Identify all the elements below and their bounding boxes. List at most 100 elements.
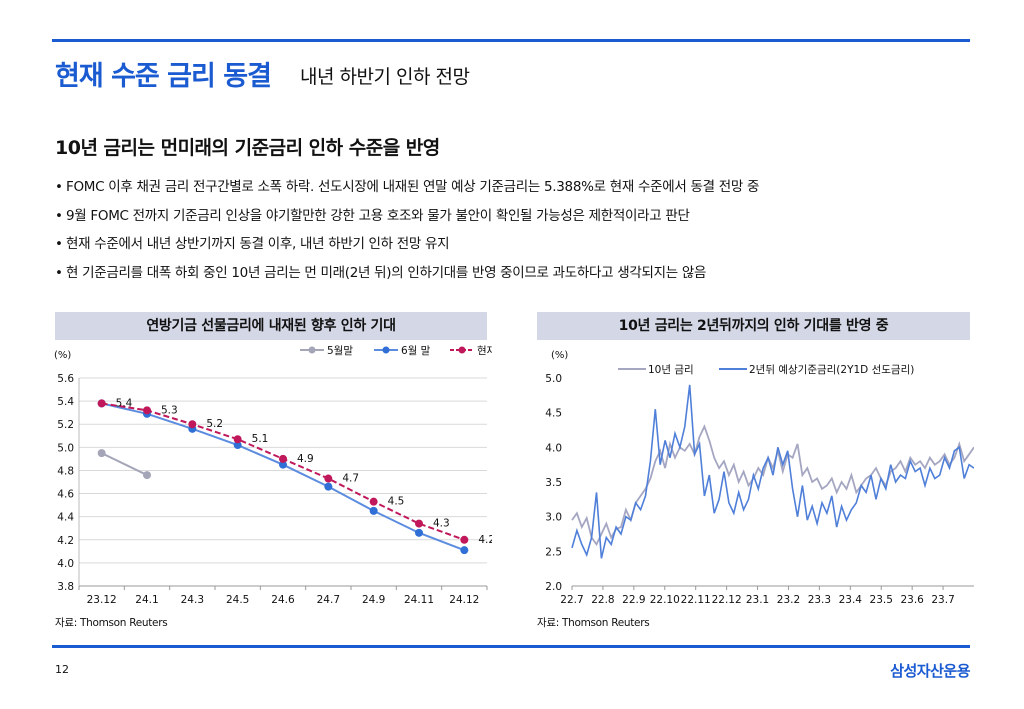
page-title: 현재 수준 금리 동결 bbox=[55, 61, 272, 92]
data-point bbox=[460, 535, 469, 544]
legend-label: 6월 말 bbox=[401, 345, 431, 357]
x-tick-label: 23.3 bbox=[808, 594, 831, 606]
ten-year-rate-chart: (%) 5.0 4.5 4.0 3.5 3.0 2.5 2.022.7 22.8 22.9 22.1… bbox=[545, 350, 974, 606]
legend-label: 5월말 bbox=[327, 345, 353, 357]
x-tick-label: 23.1 bbox=[746, 594, 769, 606]
legend-marker bbox=[382, 346, 390, 354]
x-tick-label: 24.3 bbox=[181, 594, 204, 606]
legend-marker bbox=[308, 346, 316, 354]
y-tick-label: 4.6 bbox=[57, 489, 74, 501]
data-label: 5.2 bbox=[206, 418, 223, 430]
data-label: 4.3 bbox=[433, 518, 450, 530]
series-line-1 bbox=[101, 402, 465, 552]
bullet-dot: • bbox=[55, 179, 63, 195]
series-line-1 bbox=[571, 384, 974, 559]
data-point bbox=[233, 441, 242, 450]
bullet-text: 현 기준금리를 대폭 하회 중인 10년 금리는 먼 미래(2년 뒤)의 인하기… bbox=[66, 264, 707, 281]
y-tick-label: 4.5 bbox=[545, 408, 562, 420]
y-tick-label: 5.0 bbox=[545, 373, 562, 385]
page-subtitle: 내년 하반기 인하 전망 bbox=[300, 66, 470, 88]
legend-label: 10년 금리 bbox=[648, 364, 694, 376]
left-chart-title: 연방기금 선물금리에 내재된 향후 인하 기대 bbox=[55, 312, 487, 340]
x-tick-label: 24.6 bbox=[271, 594, 295, 606]
data-label: 4.9 bbox=[297, 453, 314, 465]
x-tick-label: 24.11 bbox=[404, 594, 434, 606]
data-point bbox=[233, 435, 242, 444]
y-tick-label: 4.0 bbox=[57, 558, 74, 570]
bullet-item: • 9월 FOMC 전까지 기준금리 인상을 야기할만한 강한 고용 호조와 물가… bbox=[55, 207, 995, 236]
data-point bbox=[324, 474, 333, 483]
x-tick-label: 23.4 bbox=[839, 594, 863, 606]
y-tick-label: 2.0 bbox=[545, 581, 562, 593]
right-chart-source: 자료: Thomson Reuters bbox=[537, 617, 650, 629]
data-point bbox=[324, 482, 333, 491]
x-tick-label: 23.7 bbox=[931, 594, 954, 606]
data-label: 4.7 bbox=[342, 473, 359, 485]
data-label: 5.3 bbox=[161, 404, 178, 416]
section-heading: 10년 금리는 먼미래의 기준금리 인하 수준을 반영 bbox=[55, 137, 440, 159]
bullet-list: • FOMC 이후 채권 금리 전구간별로 소폭 하락. 선도시장에 내재된 연말… bbox=[55, 178, 995, 292]
y-tick-label: 2.5 bbox=[545, 546, 562, 558]
data-point bbox=[143, 406, 151, 415]
data-point bbox=[97, 449, 106, 458]
x-tick-label: 24.7 bbox=[317, 594, 340, 606]
data-point bbox=[415, 528, 423, 537]
data-point bbox=[369, 497, 378, 506]
bullet-item: • 현재 수준에서 내년 상반기까지 동결 이후, 내년 하반기 인하 전망 유지 bbox=[55, 235, 995, 264]
x-tick-label: 23.5 bbox=[870, 594, 893, 606]
y-tick-label: 4.0 bbox=[545, 442, 562, 454]
y-axis-unit: (%) bbox=[551, 350, 568, 361]
data-label: 4.2 bbox=[478, 534, 492, 546]
page-number: 12 bbox=[55, 663, 69, 676]
x-tick-label: 22.12 bbox=[712, 594, 742, 606]
data-point bbox=[279, 460, 287, 469]
x-tick-label: 23.2 bbox=[777, 594, 800, 606]
x-tick-label: 22.10 bbox=[650, 594, 680, 606]
bullet-item: • 현 기준금리를 대폭 하회 중인 10년 금리는 먼 미래(2년 뒤)의 인하… bbox=[55, 264, 995, 293]
x-tick-label: 23.12 bbox=[87, 594, 117, 606]
x-tick-label: 22.8 bbox=[591, 594, 614, 606]
bullet-dot: • bbox=[55, 236, 63, 252]
y-tick-label: 5.6 bbox=[57, 373, 74, 385]
data-point bbox=[415, 519, 423, 528]
x-tick-label: 24.9 bbox=[362, 594, 385, 606]
y-tick-label: 4.4 bbox=[57, 512, 74, 524]
legend-label: 현재 bbox=[477, 345, 492, 357]
data-point bbox=[97, 399, 106, 408]
y-tick-label: 4.8 bbox=[57, 465, 74, 477]
x-tick-label: 24.12 bbox=[449, 594, 479, 606]
series-line-0 bbox=[571, 424, 974, 547]
y-tick-label: 4.2 bbox=[57, 535, 74, 547]
x-tick-label: 24.1 bbox=[135, 594, 158, 606]
data-point bbox=[143, 471, 151, 480]
legend-marker bbox=[458, 346, 466, 354]
bullet-text: 현재 수준에서 내년 상반기까지 동결 이후, 내년 하반기 인하 전망 유지 bbox=[66, 236, 450, 252]
x-tick-label: 22.9 bbox=[622, 594, 645, 606]
bullet-item: • FOMC 이후 채권 금리 전구간별로 소폭 하락. 선도시장에 내재된 연말… bbox=[55, 178, 995, 207]
header-rule bbox=[52, 39, 970, 42]
y-tick-label: 5.0 bbox=[57, 442, 74, 454]
data-point bbox=[279, 454, 287, 463]
data-label: 4.5 bbox=[388, 496, 405, 508]
y-tick-label: 5.2 bbox=[57, 419, 74, 431]
y-tick-label: 3.5 bbox=[545, 477, 562, 489]
x-tick-label: 23.6 bbox=[900, 594, 924, 606]
fed-funds-futures-chart: (%) 5.6 5.4 5.2 5.0 4.8 4.6 4.4 4.2 4.0 3.8 23.12 24… bbox=[54, 345, 492, 606]
data-point bbox=[188, 420, 197, 429]
brand-logo-text: 삼성자산운용 bbox=[890, 662, 970, 680]
y-tick-label: 3.0 bbox=[545, 512, 562, 524]
y-tick-label: 3.8 bbox=[57, 581, 74, 593]
bullet-dot: • bbox=[55, 264, 63, 281]
data-point bbox=[369, 506, 378, 515]
right-chart-title: 10년 금리는 2년뒤까지의 인하 기대를 반영 중 bbox=[537, 312, 970, 340]
y-axis-unit: (%) bbox=[54, 350, 71, 361]
left-chart-source: 자료: Thomson Reuters bbox=[55, 617, 168, 629]
x-tick-label: 22.7 bbox=[560, 594, 583, 606]
y-tick-label: 5.4 bbox=[57, 396, 74, 408]
data-point bbox=[460, 546, 469, 555]
bullet-text: FOMC 이후 채권 금리 전구간별로 소폭 하락. 선도시장에 내재된 연말 … bbox=[66, 179, 760, 195]
data-label: 5.4 bbox=[116, 397, 133, 409]
x-tick-label: 24.5 bbox=[226, 594, 249, 606]
x-tick-label: 22.11 bbox=[681, 594, 711, 606]
footer-rule bbox=[52, 645, 970, 648]
